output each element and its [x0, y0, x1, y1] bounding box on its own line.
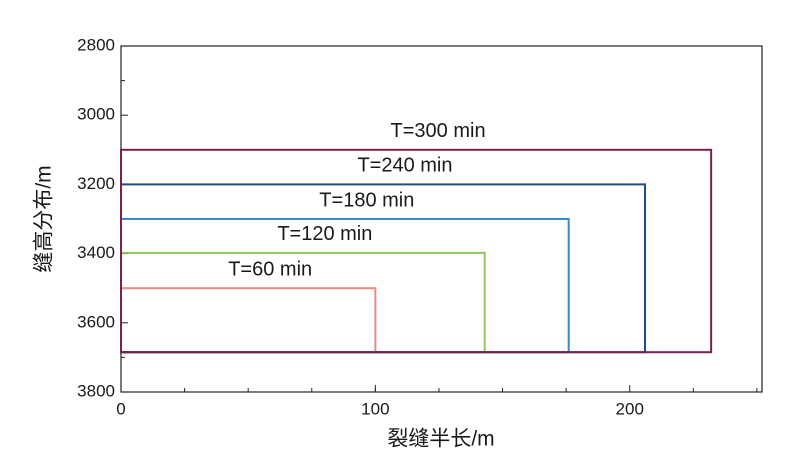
y-axis-title: 缝高分布/m [33, 165, 56, 272]
y-tick-label: 3200 [77, 174, 115, 193]
series-label: T=240 min [357, 155, 452, 177]
y-tick-label: 3400 [77, 243, 115, 262]
series-label: T=300 min [391, 120, 486, 142]
x-axis-title: 裂缝半长/m [387, 428, 494, 451]
y-tick-label: 3600 [77, 312, 115, 331]
series-label: T=180 min [319, 189, 414, 211]
x-tick-label: 100 [361, 399, 389, 418]
fracture-outline [120, 287, 377, 354]
series-label: T=120 min [277, 223, 372, 245]
x-tick-label: 200 [616, 399, 644, 418]
y-tick-label: 3000 [77, 105, 115, 124]
x-tick-label: 0 [116, 399, 125, 418]
y-tick-label: 3800 [77, 381, 115, 400]
y-tick-label: 2800 [77, 35, 115, 54]
series-label: T=60 min [228, 258, 312, 280]
fracture-outline [120, 148, 713, 354]
